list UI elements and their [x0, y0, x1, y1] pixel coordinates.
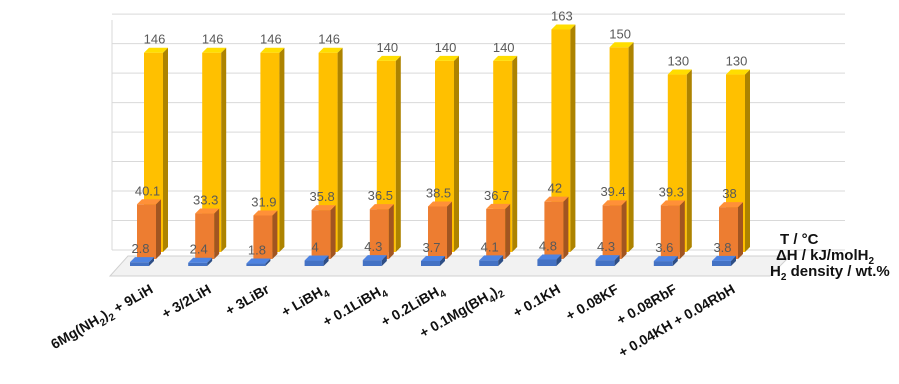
bar-side — [563, 197, 568, 259]
data-label: 146 — [260, 32, 282, 47]
data-label: 3.7 — [422, 240, 440, 255]
bar-side — [687, 70, 692, 252]
series-label: T / °C — [780, 231, 819, 248]
bar-side — [738, 202, 743, 259]
data-label: 146 — [318, 32, 340, 47]
bar-front — [654, 261, 673, 266]
data-label: 4.3 — [597, 239, 615, 254]
data-label: 4.3 — [364, 239, 382, 254]
bar-front — [479, 260, 498, 266]
data-label: 36.5 — [368, 188, 393, 203]
bar-side — [156, 199, 161, 259]
bar-front — [421, 261, 440, 266]
category-label: + 0.08KF — [563, 281, 622, 324]
bar-front — [537, 259, 556, 266]
bar-side — [396, 56, 401, 252]
bar-side — [389, 204, 394, 259]
bar-side — [338, 48, 343, 252]
category-label: + 3/2LiH — [159, 281, 214, 322]
data-label: 163 — [551, 9, 573, 24]
bar-front — [712, 261, 731, 266]
data-label: 2.8 — [131, 241, 149, 256]
data-label: 38.5 — [426, 185, 451, 200]
bar-front — [596, 260, 615, 266]
bar-front — [305, 261, 324, 266]
data-label: 39.3 — [659, 184, 684, 199]
data-label: 31.9 — [251, 194, 276, 209]
bar-side — [570, 25, 575, 252]
data-label: 4 — [311, 240, 318, 255]
bar-side — [629, 42, 634, 252]
bar-side — [272, 210, 277, 259]
bar-side — [512, 56, 517, 252]
series-label: H2 density / wt.% — [770, 263, 890, 283]
data-label: 36.7 — [484, 188, 509, 203]
category-label: + 0.1KH — [510, 281, 563, 321]
data-label: 40.1 — [135, 183, 160, 198]
bar-side — [279, 48, 284, 252]
bar-side — [680, 200, 685, 259]
data-label: 140 — [435, 40, 457, 55]
data-label: 140 — [493, 40, 515, 55]
category-label: + 0.1LiBH4 — [320, 281, 391, 333]
data-label: 39.4 — [600, 184, 625, 199]
bar-front — [363, 260, 382, 266]
bar-side — [622, 200, 627, 259]
bar-side — [331, 205, 336, 259]
data-label: 1.8 — [248, 243, 266, 258]
data-label: 38 — [722, 186, 736, 201]
bar-front — [130, 262, 149, 266]
data-label: 146 — [144, 32, 166, 47]
bar-front — [246, 264, 265, 266]
bar-front — [188, 263, 207, 266]
data-label: 4.1 — [481, 239, 499, 254]
data-label: 33.3 — [193, 193, 218, 208]
bar-side — [454, 56, 459, 252]
category-label: 6Mg(NH2)2 + 9LiH — [48, 281, 158, 356]
bar-side — [221, 48, 226, 252]
data-label: 4.8 — [539, 238, 557, 253]
data-label: 140 — [376, 40, 398, 55]
bar-side — [447, 201, 452, 259]
bar-side — [745, 70, 750, 252]
data-label: 35.8 — [309, 189, 334, 204]
data-label: 2.4 — [190, 242, 208, 257]
bar-side — [163, 48, 168, 252]
data-label: 130 — [726, 54, 748, 69]
bar-side — [505, 204, 510, 259]
data-label: 42 — [548, 181, 562, 196]
data-label: 3.8 — [713, 240, 731, 255]
category-label: + 3LiBr — [222, 280, 272, 318]
data-label: 146 — [202, 32, 224, 47]
bar-side — [214, 209, 219, 259]
data-label: 150 — [609, 26, 631, 41]
data-label: 3.6 — [655, 240, 673, 255]
data-label: 130 — [667, 54, 689, 69]
